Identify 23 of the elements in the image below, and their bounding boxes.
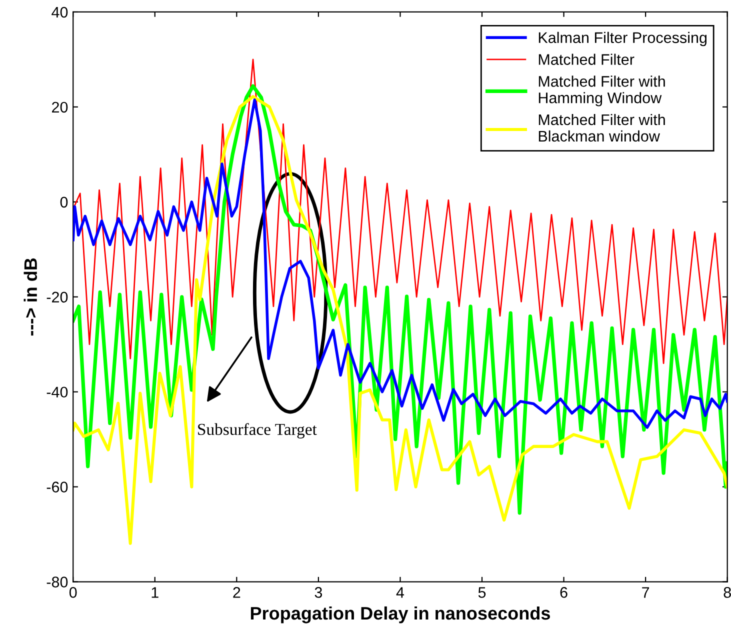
legend-label: Kalman Filter Processing bbox=[538, 32, 707, 46]
y-axis-title: ---> in dB bbox=[24, 258, 38, 336]
y-tick-label: -20 bbox=[46, 292, 68, 303]
x-tick-label: 8 bbox=[724, 587, 731, 598]
legend-label: Matched Filter with Blackman window bbox=[538, 114, 665, 142]
x-tick-label: 2 bbox=[233, 587, 240, 598]
y-tick-label: 40 bbox=[52, 6, 68, 18]
x-tick-label: 1 bbox=[152, 587, 158, 598]
annotation: Subsurface Target bbox=[198, 423, 317, 438]
y-tick-label: -80 bbox=[46, 576, 68, 588]
legend-label: Matched Filter bbox=[538, 54, 634, 65]
x-tick-label: 4 bbox=[396, 587, 404, 598]
x-tick-label: 6 bbox=[560, 587, 568, 598]
y-tick-label: -40 bbox=[46, 386, 68, 398]
x-tick-label: 0 bbox=[69, 587, 77, 598]
y-tick-label: 20 bbox=[52, 102, 68, 113]
legend-label: Matched Filter with Hamming Window bbox=[538, 76, 665, 106]
x-tick-label: 5 bbox=[478, 587, 486, 598]
x-tick-label: 7 bbox=[642, 587, 650, 598]
y-tick-label: -60 bbox=[46, 482, 68, 493]
x-axis-title: Propagation Delay in nanoseconds bbox=[250, 606, 550, 624]
y-tick-label: 0 bbox=[60, 196, 68, 208]
x-tick-label: 3 bbox=[314, 587, 322, 598]
